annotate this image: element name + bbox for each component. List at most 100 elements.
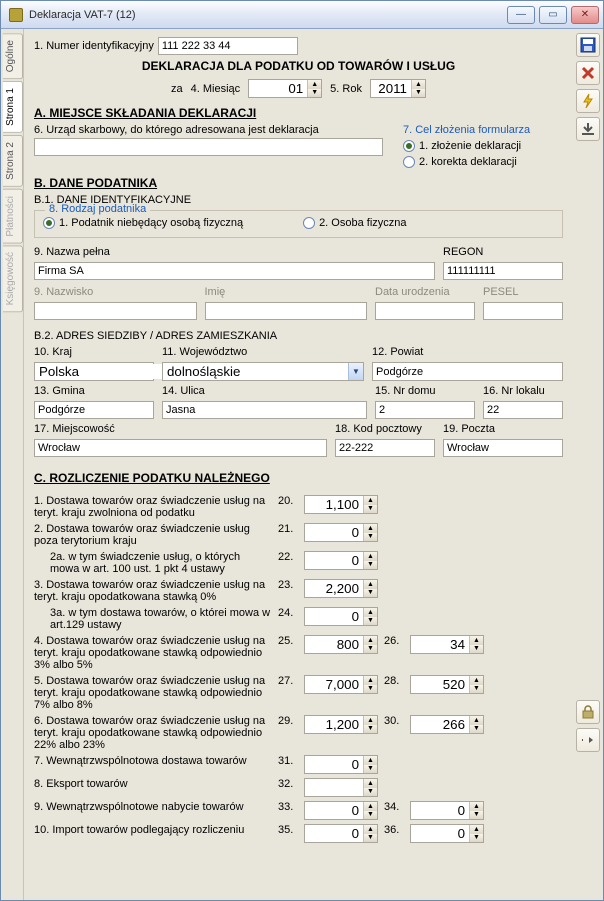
lightning-icon[interactable] bbox=[576, 89, 600, 113]
l11: 11. Województwo bbox=[162, 346, 364, 358]
c-input-32.[interactable]: ▲▼ bbox=[304, 778, 378, 797]
right-toolbar bbox=[573, 29, 603, 900]
c-input-23.[interactable]: ▲▼ bbox=[304, 579, 378, 598]
c-input-24.[interactable]: ▲▼ bbox=[304, 607, 378, 626]
c-label: 8. Eksport towarów bbox=[34, 778, 272, 790]
label-7: 7. Cel złożenia formularza bbox=[403, 124, 563, 136]
c-field-num: 31. bbox=[278, 755, 298, 767]
c-input-36.[interactable]: ▲▼ bbox=[410, 824, 484, 843]
c-input-34.[interactable]: ▲▼ bbox=[410, 801, 484, 820]
window: Deklaracja VAT-7 (12) — ▭ ✕ Ogólne Stron… bbox=[0, 0, 604, 901]
radio-8-1[interactable]: 1. Podatnik niebędący osobą fizyczną bbox=[43, 217, 243, 229]
label-nazwisko: 9. Nazwisko bbox=[34, 286, 197, 298]
titlebar: Deklaracja VAT-7 (12) — ▭ ✕ bbox=[1, 1, 603, 29]
tab-strona2[interactable]: Strona 2 bbox=[3, 135, 23, 187]
c-input-28.[interactable]: ▲▼ bbox=[410, 675, 484, 694]
c-label: 1. Dostawa towarów oraz świadczenie usłu… bbox=[34, 495, 272, 519]
c-input-35.[interactable]: ▲▼ bbox=[304, 824, 378, 843]
c-label: 6. Dostawa towarów oraz świadczenie usłu… bbox=[34, 715, 272, 751]
import-icon[interactable] bbox=[576, 117, 600, 141]
input-13[interactable] bbox=[34, 401, 154, 419]
c-row: 2a. w tym świadczenie usług, o których m… bbox=[34, 551, 563, 575]
c-input-31.[interactable]: ▲▼ bbox=[304, 755, 378, 774]
c-label: 3a. w tym dostawa towarów, o którei mowa… bbox=[34, 607, 272, 631]
section-c: 1. Dostawa towarów oraz świadczenie usłu… bbox=[34, 495, 563, 843]
c-row: 1. Dostawa towarów oraz świadczenie usłu… bbox=[34, 495, 563, 519]
c-label: 5. Dostawa towarów oraz świadczenie usłu… bbox=[34, 675, 272, 711]
label-9: 9. Nazwa pełna bbox=[34, 246, 435, 258]
input-pesel[interactable] bbox=[483, 302, 563, 320]
section-b-header: B. DANE PODATNIKA bbox=[34, 176, 563, 190]
delete-icon[interactable] bbox=[576, 61, 600, 85]
input-14[interactable] bbox=[162, 401, 367, 419]
c-field-num: 28. bbox=[384, 675, 404, 687]
input-year[interactable]: ▲▼ bbox=[370, 79, 426, 98]
section-a-header: A. MIEJSCE SKŁADANIA DEKLARACJI bbox=[34, 106, 563, 120]
c-field-num: 26. bbox=[384, 635, 404, 647]
c-input-26.[interactable]: ▲▼ bbox=[410, 635, 484, 654]
section-b2: B.2. ADRES SIEDZIBY / ADRES ZAMIESZKANIA bbox=[34, 330, 563, 342]
c-field-num: 23. bbox=[278, 579, 298, 591]
c-field-num: 27. bbox=[278, 675, 298, 687]
c-input-22.[interactable]: ▲▼ bbox=[304, 551, 378, 570]
c-input-33.[interactable]: ▲▼ bbox=[304, 801, 378, 820]
l19: 19. Poczta bbox=[443, 423, 563, 435]
radio-7-2[interactable]: 2. korekta deklaracji bbox=[403, 156, 563, 168]
input-15[interactable] bbox=[375, 401, 475, 419]
input-10[interactable]: ▼ bbox=[34, 362, 154, 381]
c-row: 5. Dostawa towarów oraz świadczenie usłu… bbox=[34, 675, 563, 711]
input-imie[interactable] bbox=[205, 302, 368, 320]
c-input-21.[interactable]: ▲▼ bbox=[304, 523, 378, 542]
save-icon[interactable] bbox=[576, 33, 600, 57]
label-5: 5. Rok bbox=[330, 83, 362, 95]
c-row: 6. Dostawa towarów oraz świadczenie usłu… bbox=[34, 715, 563, 751]
input-6[interactable] bbox=[34, 138, 383, 156]
legend-8: 8. Rodzaj podatnika bbox=[45, 203, 150, 215]
c-row: 3. Dostawa towarów oraz świadczenie usłu… bbox=[34, 579, 563, 603]
lock-icon[interactable] bbox=[576, 700, 600, 724]
l12: 12. Powiat bbox=[372, 346, 563, 358]
c-label: 2. Dostawa towarów oraz świadczenie usłu… bbox=[34, 523, 272, 547]
c-field-num: 29. bbox=[278, 715, 298, 727]
c-input-27.[interactable]: ▲▼ bbox=[304, 675, 378, 694]
label-6: 6. Urząd skarbowy, do którego adresowana… bbox=[34, 124, 383, 136]
label-za: za bbox=[171, 83, 183, 95]
input-11[interactable]: ▼ bbox=[162, 362, 364, 381]
input-nazwisko[interactable] bbox=[34, 302, 197, 320]
input-nip[interactable] bbox=[158, 37, 298, 55]
close-button[interactable]: ✕ bbox=[571, 6, 599, 24]
input-12[interactable] bbox=[372, 362, 563, 381]
minimize-button[interactable]: — bbox=[507, 6, 535, 24]
label-data: Data urodzenia bbox=[375, 286, 475, 298]
section-c-header: C. ROZLICZENIE PODATKU NALEŻNEGO bbox=[34, 471, 563, 485]
maximize-button[interactable]: ▭ bbox=[539, 6, 567, 24]
tab-platnosci[interactable]: Płatności bbox=[3, 189, 23, 244]
c-field-num: 34. bbox=[384, 801, 404, 813]
input-19[interactable] bbox=[443, 439, 563, 457]
tab-ksiegowosc[interactable]: Księgowość bbox=[3, 245, 23, 312]
l10: 10. Kraj bbox=[34, 346, 154, 358]
l15: 15. Nr domu bbox=[375, 385, 475, 397]
radio-8-2[interactable]: 2. Osoba fizyczna bbox=[303, 217, 406, 229]
c-input-25.[interactable]: ▲▼ bbox=[304, 635, 378, 654]
c-field-num: 32. bbox=[278, 778, 298, 790]
c-input-20.[interactable]: ▲▼ bbox=[304, 495, 378, 514]
app-icon bbox=[9, 8, 23, 22]
input-data[interactable] bbox=[375, 302, 475, 320]
c-input-30.[interactable]: ▲▼ bbox=[410, 715, 484, 734]
tab-ogolne[interactable]: Ogólne bbox=[3, 33, 23, 79]
input-month[interactable]: ▲▼ bbox=[248, 79, 322, 98]
c-field-num: 25. bbox=[278, 635, 298, 647]
input-18[interactable] bbox=[335, 439, 435, 457]
radio-7-1[interactable]: 1. złożenie deklaracji bbox=[403, 140, 563, 152]
tab-strona1[interactable]: Strona 1 bbox=[3, 81, 23, 133]
input-nazwa[interactable] bbox=[34, 262, 435, 280]
c-row: 4. Dostawa towarów oraz świadczenie usłu… bbox=[34, 635, 563, 671]
input-16[interactable] bbox=[483, 401, 563, 419]
input-regon[interactable] bbox=[443, 262, 563, 280]
input-17[interactable] bbox=[34, 439, 327, 457]
c-row: 8. Eksport towarów 32. ▲▼ bbox=[34, 778, 563, 797]
c-field-num: 21. bbox=[278, 523, 298, 535]
c-input-29.[interactable]: ▲▼ bbox=[304, 715, 378, 734]
pin-icon[interactable] bbox=[576, 728, 600, 752]
